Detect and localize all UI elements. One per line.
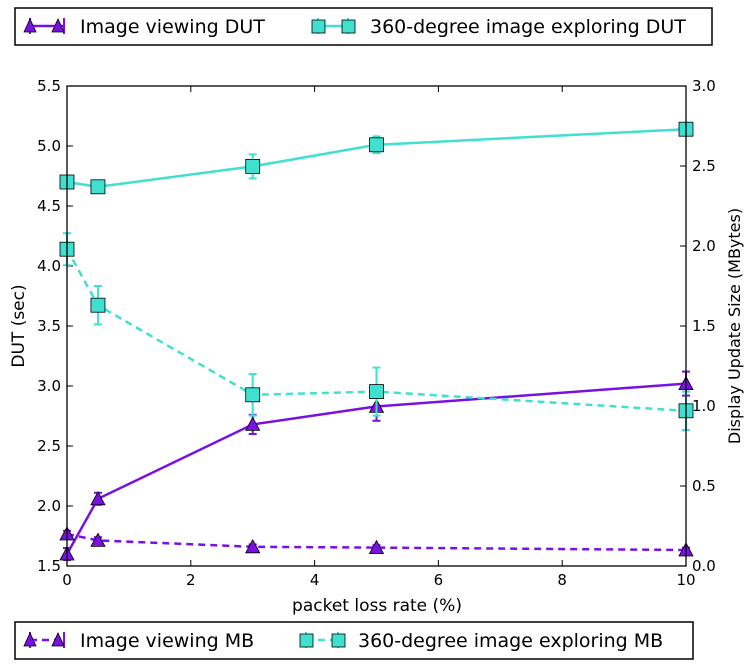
y-left-tick-label: 1.5 [37,557,61,575]
x-tick-label: 2 [186,571,196,589]
y-axis-left-title: DUT (sec) [9,284,29,367]
y-right-tick-label: 2.0 [692,237,716,255]
series-3 [59,232,694,431]
series-1 [59,121,694,195]
y-left-tick-label: 3.0 [37,377,61,395]
x-axis-title: packet loss rate (%) [292,596,462,616]
y-left-tick-label: 4.0 [37,257,61,275]
y-left-tick-label: 2.5 [37,437,61,455]
legend-bottom-item-1-marker [299,632,346,648]
y-right-tick-label: 1.0 [692,397,716,415]
data-point [245,387,261,403]
y-axis-right-title: Display Update Size (MBytes) [725,208,744,444]
y-right-tick-label: 2.5 [692,157,716,175]
y-left-tick-label: 3.5 [37,317,61,335]
data-point [90,532,106,547]
data-point [369,384,384,400]
data-point [90,179,106,195]
data-point [245,416,261,431]
data-point [369,137,384,153]
legend-bottom-item-0-label: Image viewing MB [80,630,254,652]
y-left-tick-label: 4.5 [37,197,61,215]
data-point [245,158,261,174]
series-layer [59,121,694,561]
legend-bottom: Image viewing MB 360-degree image explor… [14,621,694,660]
y-left-tick-label: 5.5 [37,77,61,95]
x-tick-label: 10 [676,571,695,589]
plot-frame [66,85,687,567]
y-right-tick-label: 0.5 [692,477,716,495]
series-2 [59,526,694,557]
y-right-tick-label: 1.5 [692,317,716,335]
y-left-tick-label: 5.0 [37,137,61,155]
data-point [90,297,106,313]
y-right-tick-label: 0.0 [692,557,716,575]
legend-bottom-item-0-marker [23,632,65,648]
legend-top-item-1-marker [311,18,356,34]
y-left-tick-label: 2.0 [37,497,61,515]
axis-ticks: 0 2 4 6 8 10 1.5 2.0 2.5 3.0 3.5 4.0 4.5 5.0 5.5 0.0 0.5… [37,77,716,589]
data-point [90,490,106,506]
legend-top: Image viewing DUT 360-degree image explo… [14,7,713,46]
data-point [245,538,261,554]
legend-bottom-item-1-label: 360-degree image exploring MB [358,630,663,652]
legend-top-item-0-marker [23,18,65,34]
legend-top-item-1-label: 360-degree image exploring DUT [370,16,686,38]
legend-top-item-0-label: Image viewing DUT [80,16,265,38]
x-tick-label: 6 [434,571,444,589]
x-tick-label: 0 [62,571,72,589]
x-tick-label: 8 [557,571,567,589]
y-right-tick-label: 3.0 [692,77,716,95]
data-point [368,539,385,554]
x-tick-label: 4 [310,571,320,589]
